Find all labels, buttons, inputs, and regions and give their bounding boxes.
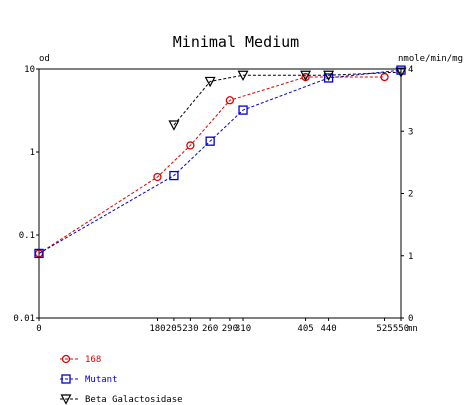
left-tick-label: 1 bbox=[30, 148, 35, 158]
x-tick-label: 440 bbox=[320, 324, 336, 334]
series-point-0 bbox=[225, 96, 235, 105]
right-tick-label: 1 bbox=[408, 252, 413, 262]
right-tick-label: 3 bbox=[408, 127, 413, 137]
legend-marker bbox=[60, 394, 72, 405]
series-point-1 bbox=[169, 170, 179, 181]
legend-label: 168 bbox=[85, 355, 101, 365]
series-point-1 bbox=[323, 73, 334, 83]
series-point-2 bbox=[168, 120, 180, 131]
x-tick-label: 405 bbox=[297, 324, 313, 334]
right-tick-label: 4 bbox=[408, 65, 413, 75]
series-point-2 bbox=[237, 70, 249, 82]
right-axis-label: nmole/min/mg bbox=[398, 54, 463, 64]
x-tick-label: 0 bbox=[36, 324, 41, 334]
series-line-1 bbox=[38, 69, 402, 254]
legend-label: Mutant bbox=[85, 375, 118, 385]
legend-marker bbox=[61, 374, 71, 384]
series-point-1 bbox=[34, 248, 44, 259]
right-tick-label: 2 bbox=[408, 190, 413, 200]
x-tick-label: 525 bbox=[376, 324, 392, 334]
series-point-2 bbox=[300, 70, 312, 82]
left-tick-label: 0.1 bbox=[19, 231, 35, 241]
series-point-0 bbox=[153, 172, 162, 182]
series-point-2 bbox=[395, 67, 407, 78]
x-tick-label: 550 bbox=[393, 324, 409, 334]
x-tick-label: 230 bbox=[182, 324, 198, 334]
series-point-0 bbox=[380, 72, 389, 82]
legend: 168 Mutant Beta Galactosidase bbox=[60, 354, 183, 405]
series-point-0 bbox=[186, 141, 195, 150]
series-line-0 bbox=[38, 76, 385, 254]
legend-marker bbox=[61, 354, 71, 364]
legend-label: Beta Galactosidase bbox=[85, 395, 183, 405]
plot-frame bbox=[38, 68, 402, 319]
series-point-2 bbox=[323, 70, 335, 82]
x-tick-label: 290 bbox=[222, 324, 238, 334]
right-tick-label: 0 bbox=[408, 314, 413, 324]
chart-title: Minimal Medium bbox=[173, 33, 299, 51]
series-line-2 bbox=[173, 71, 402, 126]
left-tick-label: 10 bbox=[24, 65, 35, 75]
x-tick-label: 180 bbox=[149, 324, 165, 334]
series-point-2 bbox=[204, 76, 216, 88]
left-axis-label: od bbox=[39, 54, 50, 64]
left-tick-label: 0.01 bbox=[13, 314, 35, 324]
series-point-1 bbox=[238, 105, 248, 115]
series-point-1 bbox=[205, 136, 215, 146]
x-tick-label: 205 bbox=[166, 324, 182, 334]
x-unit-label: mn bbox=[407, 324, 418, 334]
x-tick-label: 310 bbox=[235, 324, 251, 334]
x-tick-label: 260 bbox=[202, 324, 218, 334]
